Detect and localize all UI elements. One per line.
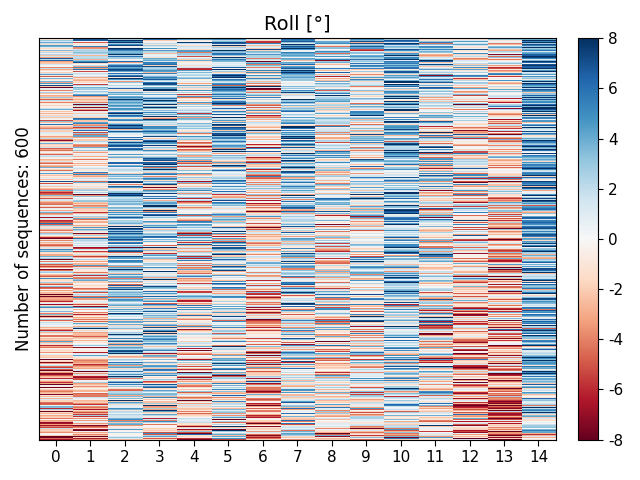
Title: Roll [°]: Roll [°] [264,15,330,34]
Y-axis label: Number of sequences: 600: Number of sequences: 600 [15,127,33,351]
